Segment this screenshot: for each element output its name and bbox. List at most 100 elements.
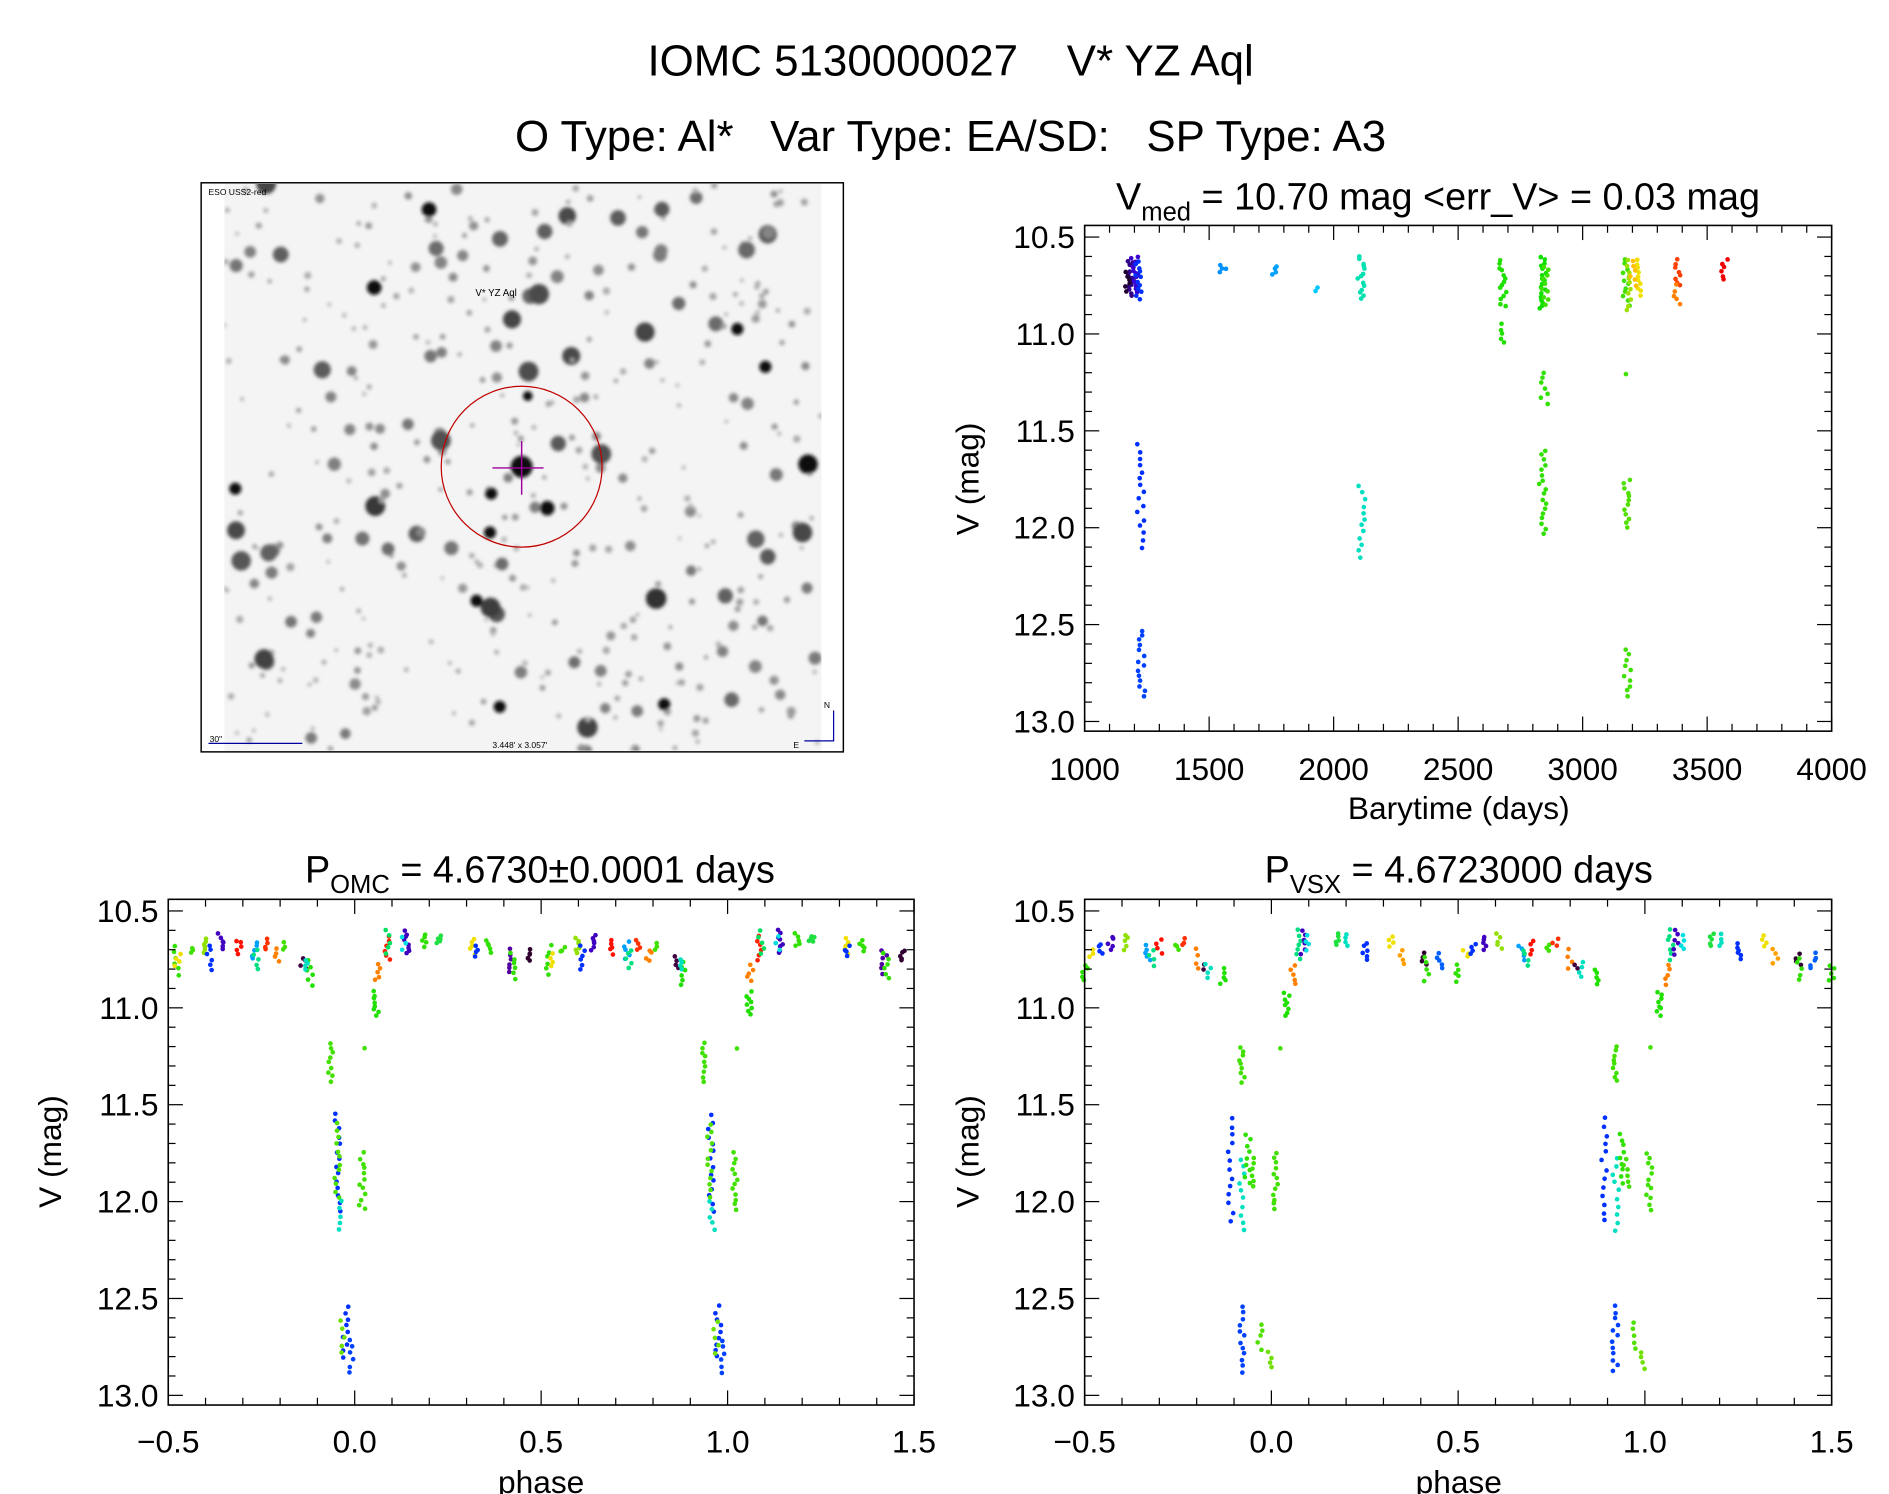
- data-point: [1516, 943, 1521, 949]
- star: [739, 278, 744, 283]
- data-point: [1623, 520, 1629, 525]
- star: [265, 566, 278, 579]
- star: [775, 308, 781, 313]
- data-point: [362, 1177, 367, 1182]
- data-point: [1421, 950, 1427, 956]
- data-point: [747, 962, 753, 968]
- data-point: [1529, 947, 1535, 953]
- data-point: [1455, 967, 1461, 973]
- star: [393, 292, 400, 300]
- star: [234, 730, 240, 736]
- data-point: [1137, 462, 1143, 468]
- data-point: [1306, 941, 1312, 947]
- star: [572, 185, 579, 192]
- data-point: [1096, 943, 1102, 949]
- data-point: [1721, 264, 1727, 270]
- star: [556, 713, 562, 719]
- star: [396, 561, 406, 571]
- data-point: [1579, 964, 1585, 970]
- data-point: [708, 1122, 714, 1127]
- data-point: [1271, 1155, 1277, 1161]
- data-point: [1630, 258, 1636, 264]
- star: [672, 745, 678, 751]
- x-tick-label: 0.5: [1436, 1424, 1480, 1460]
- star: [576, 648, 583, 655]
- star: [361, 391, 367, 397]
- data-point: [573, 935, 578, 941]
- star: [586, 194, 594, 202]
- data-point: [1614, 1212, 1620, 1217]
- star: [697, 566, 702, 572]
- star: [474, 559, 480, 565]
- sub-title: O Type: Al* Var Type: EA/SD: SP Type: A3: [515, 112, 1386, 161]
- data-point: [1138, 289, 1144, 295]
- data-point: [1621, 480, 1627, 486]
- data-point: [1439, 965, 1445, 971]
- data-point: [1267, 1360, 1273, 1365]
- data-point: [1624, 687, 1630, 693]
- data-point: [1137, 269, 1143, 274]
- data-point: [1238, 1188, 1244, 1193]
- data-point: [1614, 1070, 1619, 1076]
- star: [701, 265, 708, 272]
- data-point: [254, 943, 260, 948]
- data-point: [1108, 947, 1114, 953]
- x-tick-label: −0.5: [137, 1424, 200, 1460]
- data-point: [1465, 954, 1470, 959]
- data-point: [303, 963, 308, 968]
- data-point: [347, 1370, 352, 1375]
- data-point: [1521, 957, 1527, 963]
- data-point: [1798, 962, 1804, 968]
- star: [448, 272, 458, 282]
- data-point: [328, 1041, 333, 1046]
- data-point: [1627, 477, 1633, 483]
- data-point: [1248, 1136, 1253, 1142]
- star: [787, 713, 794, 720]
- bright-star: [731, 322, 744, 336]
- star: [375, 699, 382, 705]
- data-point: [357, 1156, 363, 1162]
- data-point: [1536, 481, 1542, 487]
- star: [715, 641, 722, 648]
- data-point: [1622, 507, 1627, 513]
- data-point: [773, 940, 779, 946]
- survey-label: ESO USS2-red: [208, 187, 266, 197]
- data-point: [578, 957, 584, 962]
- x-tick-label: 2500: [1423, 751, 1493, 787]
- data-point: [1201, 967, 1206, 972]
- data-point: [272, 954, 278, 959]
- y-axis-label: V (mag): [32, 1095, 68, 1208]
- data-point: [1761, 933, 1766, 938]
- star: [306, 628, 316, 638]
- data-point: [716, 1342, 721, 1348]
- data-point: [1362, 517, 1367, 522]
- data-point: [1541, 264, 1547, 270]
- data-point: [1770, 946, 1775, 952]
- data-point: [1677, 301, 1683, 307]
- data-point: [1193, 946, 1199, 951]
- star: [724, 312, 729, 317]
- star: [792, 522, 813, 543]
- star: [717, 588, 733, 604]
- data-point: [546, 950, 552, 956]
- data-point: [1681, 946, 1687, 952]
- star: [758, 573, 764, 580]
- x-tick-label: 1.5: [892, 1424, 936, 1460]
- data-point: [1797, 972, 1803, 978]
- data-point: [1502, 276, 1508, 281]
- star: [513, 430, 519, 436]
- data-point: [633, 937, 639, 943]
- data-point: [1566, 946, 1571, 952]
- data-point: [1359, 522, 1364, 528]
- data-point: [334, 1141, 339, 1146]
- data-point: [1543, 463, 1548, 468]
- data-point: [744, 1002, 750, 1007]
- star: [380, 276, 386, 282]
- data-point: [1627, 678, 1633, 683]
- data-point: [1615, 1220, 1620, 1226]
- data-point: [358, 1197, 364, 1203]
- data-point: [171, 949, 177, 955]
- star: [758, 292, 765, 300]
- data-point: [1649, 1165, 1655, 1170]
